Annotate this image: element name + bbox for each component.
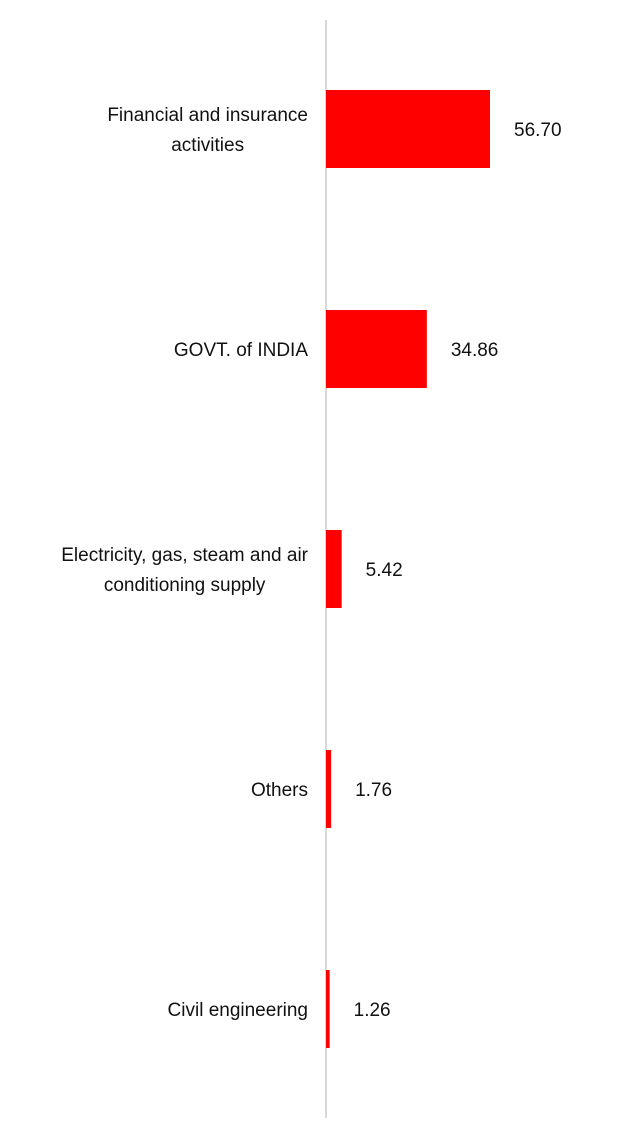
category-label-line: conditioning supply [104,575,266,596]
category-label-3: Electricity, gas, steam and air condition… [61,545,308,596]
value-label-3: 5.42 [366,560,403,581]
bar-5 [326,970,330,1048]
value-label-5: 1.26 [354,1000,391,1021]
category-label-line: GOVT. of INDIA [174,340,308,361]
category-label-line: Electricity, gas, steam and air [61,545,308,566]
category-label-line: activities [171,135,244,156]
category-label-line: Others [251,780,308,801]
value-label-2: 34.86 [451,340,499,361]
category-label-line: Civil engineering [168,1000,308,1021]
bar-3 [326,530,342,608]
category-label-line: Financial and insurance [107,105,308,126]
category-label-1: Financial and insurance activities [107,105,308,156]
category-label-2: GOVT. of INDIA [174,340,308,361]
value-label-4: 1.76 [355,780,392,801]
category-label-5: Civil engineering [168,1000,308,1021]
bar-4 [326,750,332,828]
category-label-4: Others [251,780,308,801]
bar-2 [326,310,427,388]
bar-1 [326,90,490,168]
value-label-1: 56.70 [514,120,562,141]
